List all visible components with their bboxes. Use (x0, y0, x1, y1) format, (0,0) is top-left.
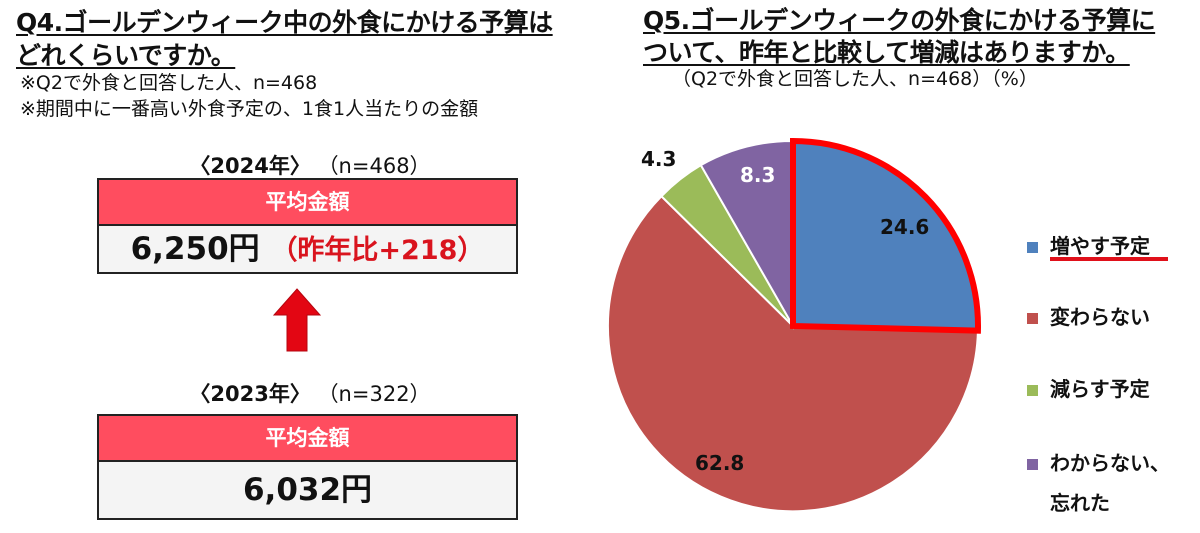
legend-label-unknown: わからない、 (1050, 451, 1170, 475)
legend-swatch-blue (1027, 242, 1038, 253)
legend-label-decrease: 減らす予定 (1050, 377, 1150, 401)
label-decrease: 4.3 (641, 147, 676, 171)
year-2023: 〈2023年〉 (189, 382, 311, 406)
label-unknown: 8.3 (740, 163, 775, 187)
legend-swatch-purple (1027, 459, 1038, 470)
legend-item-unchanged: 変わらない (1027, 301, 1150, 330)
year-2023-label: 〈2023年〉 （n=322） (0, 378, 620, 408)
delta-vs-last-year: （昨年比+218） (270, 235, 485, 266)
legend-highlight-underline (1050, 257, 1168, 261)
legend-swatch-red (1027, 313, 1038, 324)
q4-title-line1: Q4.ゴールデンウィーク中の外食にかける予算は (16, 8, 553, 37)
box-2023-header: 平均金額 (99, 416, 516, 462)
legend-swatch-green (1027, 385, 1038, 396)
box-2024: 平均金額 6,250円 （昨年比+218） (97, 178, 518, 274)
year-2023-n: （n=322） (317, 382, 431, 406)
legend-label-unchanged: 変わらない (1050, 305, 1150, 329)
box-2024-value: 6,250円 （昨年比+218） (99, 226, 516, 272)
label-unchanged: 62.8 (695, 451, 744, 475)
slice-unchanged (607, 194, 979, 513)
box-2023: 平均金額 6,032円 (97, 414, 518, 520)
legend-item-unknown-line2: 忘れた (1050, 491, 1110, 515)
q5-title-line2: ついて、昨年と比較して増減はありますか。 (643, 38, 1130, 67)
amount-2023: 6,032円 (242, 472, 373, 508)
q4-note-definition: ※期間中に一番高い外食予定の、1食1人当たりの金額 (20, 98, 479, 120)
legend-item-unknown: わからない、 (1027, 447, 1170, 476)
label-increase: 24.6 (880, 215, 929, 239)
q4-note-sample: ※Q2で外食と回答した人、n=468 (20, 72, 318, 94)
box-2023-value: 6,032円 (99, 462, 516, 518)
amount-2024: 6,250円 (130, 231, 260, 267)
up-arrow-icon (272, 288, 322, 352)
q5-subtitle: （Q2で外食と回答した人、n=468）（%） (672, 68, 1038, 90)
legend-item-increase: 増やす予定 (1027, 230, 1150, 259)
legend-label-increase: 増やす予定 (1050, 234, 1150, 258)
year-2024-label: 〈2024年〉 （n=468） (0, 150, 620, 180)
slice-increase-highlighted (790, 137, 981, 334)
year-2024-n: （n=468） (317, 154, 431, 178)
q4-title-line2: どれくらいですか。 (16, 41, 236, 70)
legend-item-decrease: 減らす予定 (1027, 373, 1150, 402)
year-2024: 〈2024年〉 (189, 154, 311, 178)
box-2024-header: 平均金額 (99, 180, 516, 226)
q5-title-line1: Q5.ゴールデンウィークの外食にかける予算に (643, 6, 1156, 35)
